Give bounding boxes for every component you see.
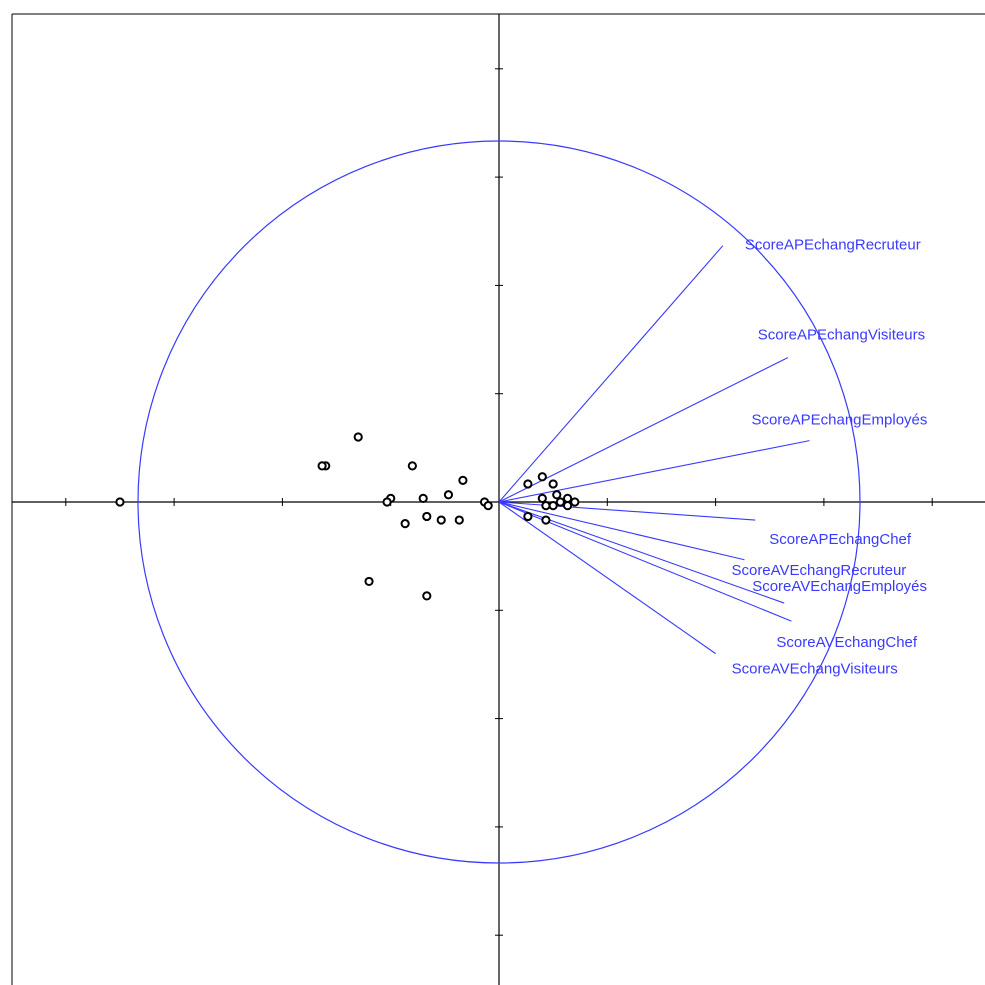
variable-label: ScoreAPEchangChef xyxy=(769,531,912,548)
variable-labels: ScoreAPEchangRecruteur ScoreAPEchangVisit… xyxy=(731,237,927,678)
correlation-circle-group xyxy=(137,140,861,864)
variable-vector xyxy=(498,440,810,503)
observation-point xyxy=(436,515,446,525)
observation-point xyxy=(483,501,493,511)
observation-point xyxy=(443,490,454,500)
axes xyxy=(11,13,985,985)
variable-label: ScoreAPEchangVisiteurs xyxy=(758,327,925,344)
observation-point xyxy=(562,501,573,511)
observation-point xyxy=(317,461,327,471)
observation-point xyxy=(541,515,551,525)
observation-point xyxy=(541,501,551,511)
observation-point xyxy=(382,497,392,507)
observation-point xyxy=(548,479,558,489)
variable-vector xyxy=(498,501,745,561)
observation-point xyxy=(537,493,547,503)
variable-vector xyxy=(498,501,785,604)
observation-point xyxy=(537,472,547,482)
observation-point xyxy=(548,501,558,511)
observation-point xyxy=(364,576,374,587)
correlation-circle xyxy=(137,140,861,864)
observation-point xyxy=(353,432,363,442)
variable-label: ScoreAVEchangVisiteurs xyxy=(732,661,898,678)
variable-label: ScoreAVEchangRecruteur xyxy=(731,562,906,579)
observation-point xyxy=(407,461,417,471)
variable-vector xyxy=(498,245,724,503)
variable-vector xyxy=(498,357,789,503)
observation-point xyxy=(400,519,410,529)
observation-point xyxy=(422,511,432,522)
variable-vector xyxy=(498,501,716,655)
variable-label: ScoreAPEchangEmployés xyxy=(751,412,927,429)
variable-label: ScoreAPEchangRecruteur xyxy=(745,237,921,254)
observation-point xyxy=(458,475,468,485)
observation-point xyxy=(552,490,562,500)
observation-point xyxy=(562,493,573,503)
variable-label: ScoreAVEchangChef xyxy=(776,634,917,651)
observation-point xyxy=(523,511,533,522)
observation-point xyxy=(523,479,533,489)
observation-point xyxy=(454,515,464,525)
observation-points xyxy=(115,432,580,601)
observation-point xyxy=(570,497,580,507)
observation-point xyxy=(418,493,428,503)
observation-point xyxy=(422,591,432,601)
observation-point xyxy=(115,497,125,507)
variable-label: ScoreAVEchangEmployés xyxy=(752,578,927,595)
observation-point xyxy=(555,497,565,507)
